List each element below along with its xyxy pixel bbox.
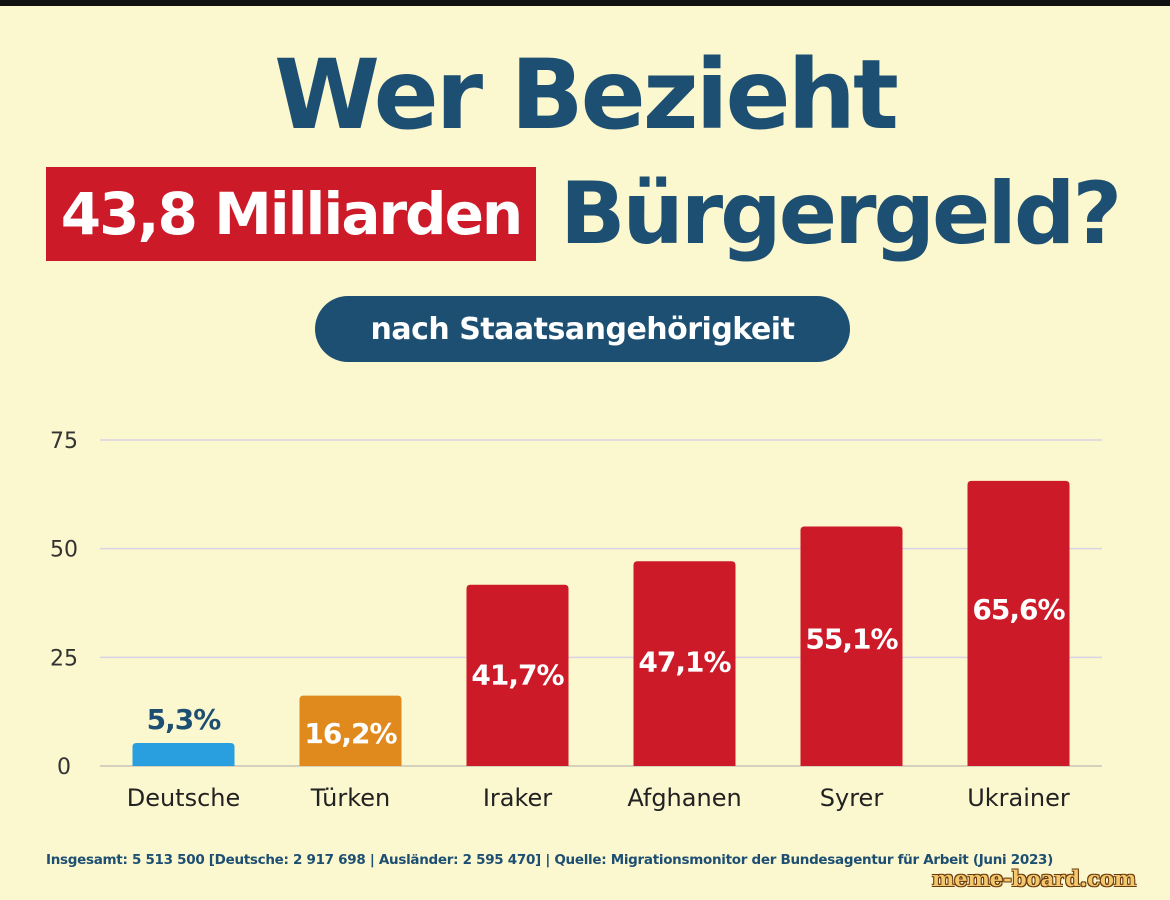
- bar-ukrainer: [967, 480, 1070, 766]
- x-tick-label: Türken: [310, 784, 390, 812]
- bar-chart: 0 25 50 75 5,3% 16,2% 41,7% 47,1% 55,1% 65,6% De…: [50, 429, 1102, 812]
- amount-badge-text: 43,8 Milliarden: [60, 180, 523, 248]
- y-tick-label: 0: [57, 755, 71, 780]
- top-border: [0, 0, 1170, 6]
- bar-deutsche: [132, 742, 235, 766]
- bar-türken: [299, 695, 402, 766]
- gridlines: [100, 439, 1102, 767]
- data-label: 47,1%: [638, 645, 731, 678]
- y-axis-ticks: 0 25 50 75: [50, 429, 78, 780]
- subtitle-pill: nach Staatsangehörigkeit: [315, 296, 850, 362]
- bar-afghanen: [633, 561, 736, 766]
- source-footnote: Insgesamt: 5 513 500 [Deutsche: 2 917 69…: [46, 852, 1054, 868]
- x-tick-label: Iraker: [483, 784, 552, 812]
- x-tick-label: Deutsche: [127, 784, 241, 812]
- data-label: 65,6%: [972, 593, 1065, 626]
- title-row: 43,8 Milliarden Bürgergeld?: [0, 160, 1170, 270]
- y-tick-label: 75: [50, 429, 78, 454]
- x-tick-label: Syrer: [820, 784, 884, 812]
- title-line2: Bürgergeld?: [560, 164, 1122, 264]
- data-label: 16,2%: [304, 717, 397, 750]
- data-label: 5,3%: [147, 703, 222, 736]
- x-tick-label: Ukrainer: [967, 784, 1070, 812]
- watermark: meme-board.com: [932, 866, 1137, 891]
- bar-syrer: [800, 526, 903, 766]
- bars: 5,3% 16,2% 41,7% 47,1% 55,1% 65,6%: [132, 480, 1070, 766]
- x-tick-label: Afghanen: [627, 784, 741, 812]
- title-line1: Wer Bezieht: [274, 39, 899, 151]
- y-tick-label: 50: [50, 538, 78, 563]
- data-label: 41,7%: [471, 659, 564, 692]
- x-axis-labels: Deutsche Türken Iraker Afghanen Syrer Ukraine…: [127, 784, 1070, 812]
- bar-iraker: [466, 584, 569, 766]
- data-label: 55,1%: [805, 622, 898, 655]
- amount-badge: 43,8 Milliarden: [46, 167, 536, 261]
- y-tick-label: 25: [50, 646, 78, 671]
